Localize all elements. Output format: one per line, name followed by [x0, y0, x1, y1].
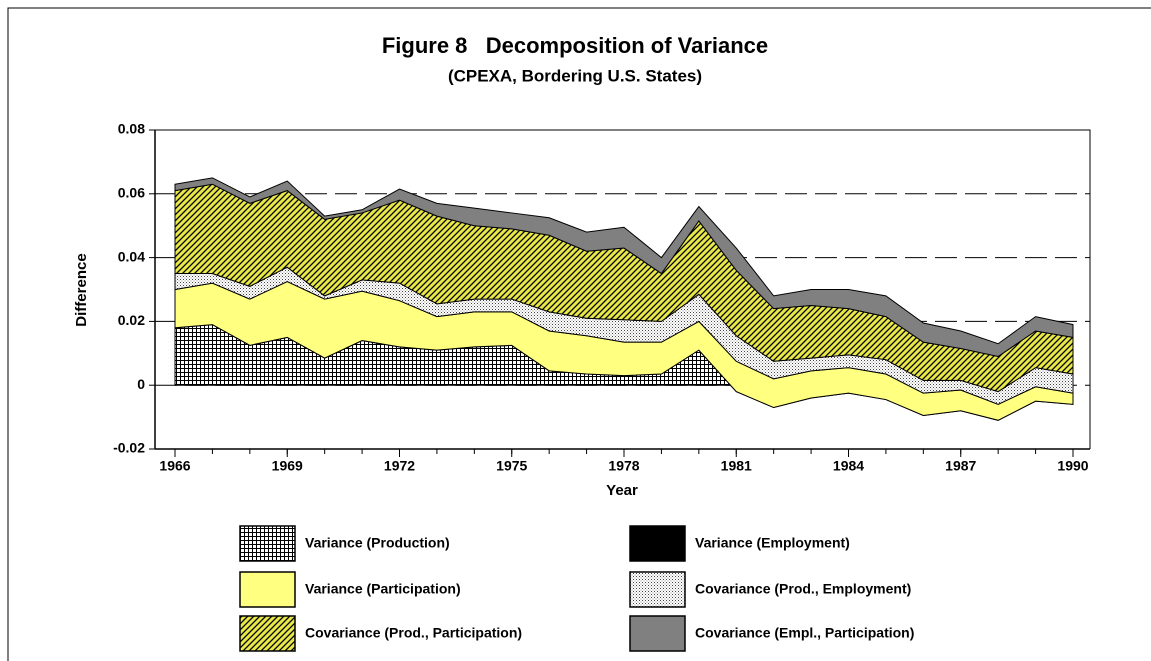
legend-label: Covariance (Prod., Employment): [695, 581, 911, 597]
x-tick-label: 1972: [384, 458, 415, 474]
x-axis-label: Year: [606, 482, 638, 499]
x-tick-label: 1975: [496, 458, 527, 474]
legend-swatch: [629, 525, 686, 562]
legend-swatch: [629, 615, 686, 652]
legend-swatch: [239, 615, 296, 652]
x-tick-label: 1987: [945, 458, 976, 474]
y-tick-label: 0.04: [118, 248, 145, 264]
plot-border: [155, 129, 1091, 449]
y-tick-label: -0.02: [113, 440, 145, 456]
legend-label: Variance (Production): [305, 535, 450, 551]
area: [174, 177, 1074, 358]
x-tick-label: 1981: [721, 458, 752, 474]
y-tick-label: 0.06: [118, 185, 145, 201]
legend-label: Covariance (Empl., Participation): [695, 625, 914, 641]
x-tick-label: 1969: [272, 458, 303, 474]
legend-swatch: [239, 571, 296, 608]
y-tick-label: 0.02: [118, 312, 145, 328]
legend-label: Variance (Employment): [695, 535, 850, 551]
x-tick-label: 1966: [159, 458, 190, 474]
y-tick-label: 0: [137, 376, 145, 392]
legend-label: Covariance (Prod., Participation): [305, 625, 522, 641]
chart-subtitle: (CPEXA, Bordering U.S. States): [448, 66, 702, 85]
chart-title: Figure 8 Decomposition of Variance: [382, 33, 768, 58]
x-tick-label: 1990: [1057, 458, 1088, 474]
legend-swatch: [629, 571, 686, 608]
legend-label: Variance (Participation): [305, 581, 461, 597]
x-tick-label: 1984: [833, 458, 864, 474]
y-axis-label: Difference: [73, 253, 90, 326]
frame: [7, 7, 1151, 661]
x-tick-label: 1978: [608, 458, 639, 474]
legend-swatch: [239, 525, 296, 562]
y-tick-label: 0.08: [118, 121, 145, 137]
